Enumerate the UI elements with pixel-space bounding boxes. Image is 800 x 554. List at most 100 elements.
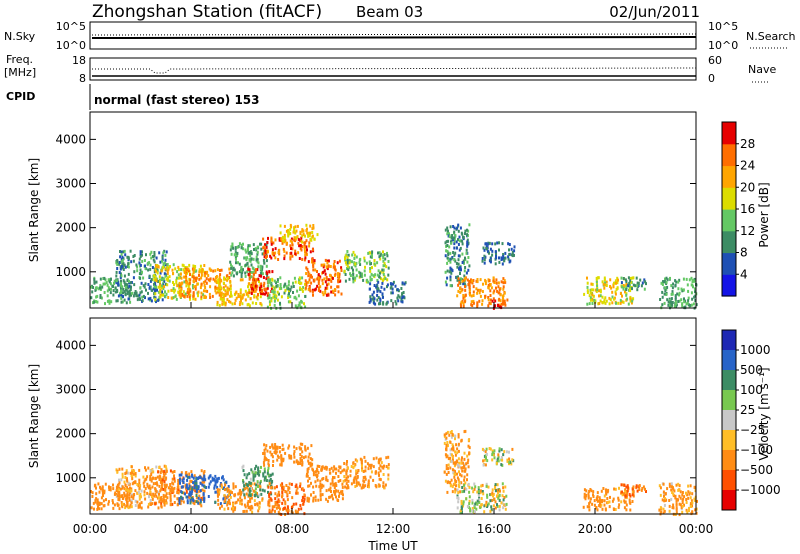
power-cell xyxy=(276,290,279,294)
power-cell xyxy=(452,225,455,228)
velocity-cell xyxy=(287,511,289,515)
velocity-cell xyxy=(295,489,298,493)
velocity-cell xyxy=(460,499,463,503)
power-cell xyxy=(501,297,504,301)
velocity-cell xyxy=(137,505,140,509)
velocity-cell xyxy=(251,470,254,474)
velocity-cell xyxy=(124,488,127,491)
power-cell xyxy=(367,251,370,255)
velocity-cell xyxy=(454,470,456,474)
power-cell xyxy=(449,278,452,282)
power-cell xyxy=(382,302,385,306)
velocity-cell xyxy=(124,476,127,479)
velocity-cell xyxy=(272,459,275,463)
nsky-trace xyxy=(91,36,697,39)
power-cell xyxy=(275,281,277,285)
velocity-cell xyxy=(628,498,631,502)
power-cell xyxy=(299,244,302,247)
power-cell xyxy=(141,253,143,257)
velocity-cell xyxy=(157,496,160,500)
power-cell xyxy=(321,278,324,282)
power-cell xyxy=(260,286,263,290)
velocity-cell xyxy=(316,473,319,477)
power-cell xyxy=(685,302,688,306)
power-cell xyxy=(348,261,351,265)
velocity-cell xyxy=(130,493,133,497)
power-cell xyxy=(123,249,126,253)
velocity-cell xyxy=(307,499,310,503)
velocity-cell xyxy=(265,444,268,448)
velocity-cell xyxy=(165,499,168,503)
power-cell xyxy=(141,259,144,263)
velocity-cell xyxy=(257,467,260,471)
power-cell xyxy=(354,276,357,280)
power-cell xyxy=(204,274,207,278)
velocity-cell xyxy=(607,488,610,492)
power-cell xyxy=(305,266,308,270)
power-cell xyxy=(198,277,201,281)
power-cell xyxy=(155,269,158,273)
power-cell xyxy=(498,241,500,245)
power-cell xyxy=(476,280,479,284)
velocity-cell xyxy=(463,478,466,482)
velocity-cell xyxy=(607,500,610,504)
velocity-cell xyxy=(467,438,470,442)
velocity-cell xyxy=(133,481,136,485)
velocity-cell xyxy=(249,477,252,481)
velocity-cell xyxy=(284,451,287,455)
power-cell xyxy=(255,258,258,262)
velocity-cell xyxy=(286,505,289,509)
power-cell xyxy=(132,259,135,263)
velocity-cell xyxy=(326,479,329,483)
power-cell xyxy=(231,302,234,306)
power-cell xyxy=(355,268,358,272)
velocity-cell xyxy=(246,485,249,489)
power-cell xyxy=(298,257,301,260)
velocity-cell xyxy=(234,485,237,489)
power-cell xyxy=(492,297,495,301)
power-cell xyxy=(236,272,238,276)
power-cell xyxy=(446,226,449,230)
power-cell xyxy=(264,247,267,251)
power-cell xyxy=(294,304,297,308)
power-cell xyxy=(261,290,264,293)
power-cell xyxy=(173,283,175,287)
velocity-cell xyxy=(104,482,107,486)
power-cell xyxy=(140,281,143,285)
power-cell xyxy=(603,278,606,282)
power-cell xyxy=(340,269,343,272)
velocity-cell xyxy=(378,473,380,477)
power-cell xyxy=(267,250,269,254)
power-cell xyxy=(218,284,221,288)
power-cell xyxy=(391,287,394,291)
power-cell xyxy=(226,278,229,282)
velocity-cell xyxy=(601,500,603,504)
power-cell xyxy=(682,288,685,292)
power-cell xyxy=(223,287,225,291)
power-cell xyxy=(282,239,285,243)
velocity-cell xyxy=(222,497,225,501)
power-cell xyxy=(148,261,151,265)
velocity-cell xyxy=(243,503,246,507)
power-cell xyxy=(622,286,625,290)
power-cell xyxy=(251,266,254,270)
power-cell xyxy=(112,289,115,293)
power-cell xyxy=(267,292,270,296)
velocity-cell xyxy=(99,485,101,489)
velocity-cell xyxy=(117,488,120,491)
power-cell xyxy=(206,270,209,274)
power-cell xyxy=(96,300,99,304)
power-cell xyxy=(120,257,123,261)
velocity-cell xyxy=(271,472,274,476)
power-cell xyxy=(305,245,308,249)
power-cell xyxy=(234,291,237,295)
power-cell xyxy=(159,295,162,299)
velocity-cell xyxy=(682,497,685,501)
power-cell xyxy=(217,278,220,282)
power-cell xyxy=(274,256,277,260)
velocity-cell xyxy=(357,469,360,473)
power-cell xyxy=(500,302,503,306)
power-cell xyxy=(351,253,354,257)
velocity-cell xyxy=(220,485,223,489)
power-cell xyxy=(288,231,291,235)
